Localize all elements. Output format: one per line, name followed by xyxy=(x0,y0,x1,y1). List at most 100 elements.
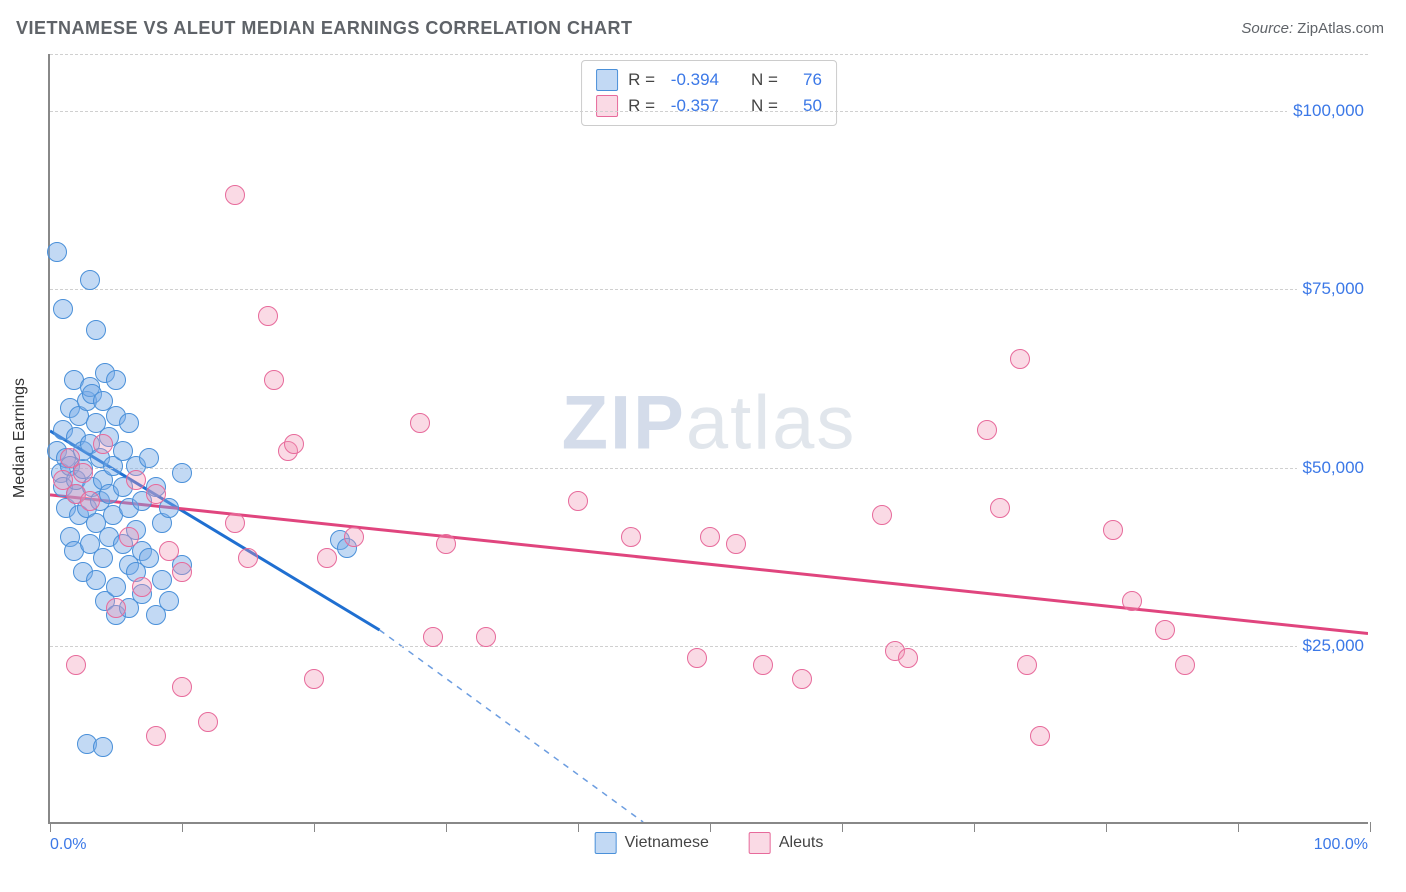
watermark-zip: ZIP xyxy=(562,380,686,465)
scatter-point-aleuts xyxy=(238,548,258,568)
scatter-point-aleuts xyxy=(146,484,166,504)
scatter-point-aleuts xyxy=(284,434,304,454)
x-tick xyxy=(842,822,843,832)
stats-n-label: N = xyxy=(751,96,778,116)
scatter-point-aleuts xyxy=(700,527,720,547)
scatter-point-aleuts xyxy=(1030,726,1050,746)
legend-swatch-vietnamese xyxy=(595,832,617,854)
stats-row-aleuts: R =-0.357N =50 xyxy=(596,93,822,119)
trendline-extension-vietnamese xyxy=(380,630,644,822)
stats-n-label: N = xyxy=(751,70,778,90)
legend-item-vietnamese: Vietnamese xyxy=(595,832,709,854)
chart-container: VIETNAMESE VS ALEUT MEDIAN EARNINGS CORR… xyxy=(0,0,1406,892)
source-attribution: Source: ZipAtlas.com xyxy=(1241,20,1384,37)
scatter-point-aleuts xyxy=(93,434,113,454)
scatter-point-aleuts xyxy=(146,726,166,746)
scatter-point-aleuts xyxy=(753,655,773,675)
gridline-h xyxy=(50,54,1368,55)
scatter-point-aleuts xyxy=(317,548,337,568)
gridline-h xyxy=(50,468,1368,469)
scatter-point-vietnamese xyxy=(139,448,159,468)
plot-area: ZIPatlas Median Earnings R =-0.394N =76R… xyxy=(48,54,1368,824)
x-tick xyxy=(578,822,579,832)
scatter-point-aleuts xyxy=(621,527,641,547)
stats-r-value: -0.394 xyxy=(665,70,719,90)
y-tick-label: $50,000 xyxy=(1297,458,1370,478)
source-label: Source: xyxy=(1241,20,1293,37)
scatter-point-aleuts xyxy=(436,534,456,554)
scatter-point-aleuts xyxy=(568,491,588,511)
x-tick xyxy=(50,822,51,832)
legend-swatch-vietnamese xyxy=(596,69,618,91)
x-axis-label-min: 0.0% xyxy=(50,836,86,854)
scatter-point-vietnamese xyxy=(159,591,179,611)
scatter-point-aleuts xyxy=(977,420,997,440)
scatter-point-aleuts xyxy=(687,648,707,668)
gridline-h xyxy=(50,646,1368,647)
chart-title: VIETNAMESE VS ALEUT MEDIAN EARNINGS CORR… xyxy=(16,18,633,39)
scatter-point-vietnamese xyxy=(172,463,192,483)
bottom-legend: Vietnamese Aleuts xyxy=(595,832,824,854)
stats-n-value: 76 xyxy=(788,70,822,90)
x-tick xyxy=(314,822,315,832)
legend-swatch-aleuts xyxy=(749,832,771,854)
scatter-point-aleuts xyxy=(159,541,179,561)
scatter-point-aleuts xyxy=(80,491,100,511)
scatter-point-vietnamese xyxy=(152,570,172,590)
stats-row-vietnamese: R = -0.394 N = 76 xyxy=(596,67,822,93)
scatter-point-aleuts xyxy=(304,669,324,689)
stats-box: R =-0.394N =76R =-0.357N =50 xyxy=(581,60,837,126)
scatter-point-aleuts xyxy=(132,577,152,597)
y-axis-label: Median Earnings xyxy=(11,378,29,498)
scatter-point-aleuts xyxy=(476,627,496,647)
stats-n-value: 50 xyxy=(788,96,822,116)
scatter-point-aleuts xyxy=(1010,349,1030,369)
x-tick xyxy=(1370,822,1371,832)
scatter-point-vietnamese xyxy=(86,320,106,340)
scatter-point-aleuts xyxy=(726,534,746,554)
scatter-point-aleuts xyxy=(990,498,1010,518)
legend-label: Vietnamese xyxy=(625,834,709,852)
legend-swatch-aleuts xyxy=(596,95,618,117)
source-value: ZipAtlas.com xyxy=(1297,20,1384,37)
scatter-point-vietnamese xyxy=(80,270,100,290)
scatter-point-aleuts xyxy=(898,648,918,668)
x-tick xyxy=(1238,822,1239,832)
gridline-h xyxy=(50,111,1368,112)
y-tick-label: $25,000 xyxy=(1297,636,1370,656)
scatter-point-aleuts xyxy=(172,677,192,697)
scatter-point-aleuts xyxy=(73,463,93,483)
scatter-point-aleuts xyxy=(423,627,443,647)
scatter-point-aleuts xyxy=(225,185,245,205)
legend-label: Aleuts xyxy=(779,834,823,852)
x-tick xyxy=(974,822,975,832)
trend-lines-svg xyxy=(50,54,1368,822)
scatter-point-aleuts xyxy=(198,712,218,732)
scatter-point-aleuts xyxy=(264,370,284,390)
scatter-point-vietnamese xyxy=(47,242,67,262)
gridline-h xyxy=(50,289,1368,290)
scatter-point-vietnamese xyxy=(139,548,159,568)
scatter-point-vietnamese xyxy=(93,548,113,568)
scatter-point-vietnamese xyxy=(93,737,113,757)
scatter-point-vietnamese xyxy=(119,413,139,433)
scatter-point-aleuts xyxy=(410,413,430,433)
scatter-point-aleuts xyxy=(1122,591,1142,611)
scatter-point-aleuts xyxy=(172,562,192,582)
y-tick-label: $100,000 xyxy=(1287,101,1370,121)
legend-item-aleuts: Aleuts xyxy=(749,832,823,854)
scatter-point-vietnamese xyxy=(106,577,126,597)
scatter-point-aleuts xyxy=(792,669,812,689)
scatter-point-vietnamese xyxy=(86,570,106,590)
x-tick xyxy=(182,822,183,832)
stats-r-label: R = xyxy=(628,70,655,90)
scatter-point-aleuts xyxy=(344,527,364,547)
scatter-point-aleuts xyxy=(872,505,892,525)
stats-r-label: R = xyxy=(628,96,655,116)
y-tick-label: $75,000 xyxy=(1297,279,1370,299)
scatter-point-aleuts xyxy=(1155,620,1175,640)
x-tick xyxy=(710,822,711,832)
x-tick xyxy=(1106,822,1107,832)
scatter-point-vietnamese xyxy=(106,370,126,390)
scatter-point-aleuts xyxy=(106,598,126,618)
